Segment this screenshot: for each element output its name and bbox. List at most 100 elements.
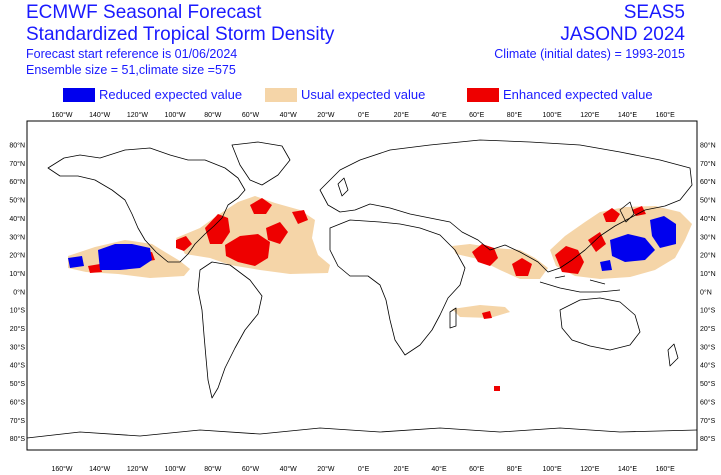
lat-tick-label: 30°S — [700, 343, 716, 351]
lon-tick-label: 140°E — [618, 465, 637, 473]
enh-japan — [603, 208, 620, 222]
reduced-swatch — [63, 87, 95, 102]
coastlines — [26, 139, 698, 439]
header-left: ECMWF Seasonal Forecast Standardized Tro… — [26, 2, 334, 78]
red-east-pacific-big — [98, 244, 152, 270]
lon-tick-label: 0°E — [358, 111, 370, 119]
lat-tick-label: 50°S — [700, 380, 716, 388]
lon-tick-label: 100°E — [543, 465, 562, 473]
lat-tick-label: 80°N — [9, 142, 25, 150]
lat-tick-label: 10°S — [10, 307, 26, 315]
lat-tick-label: 70°S — [700, 417, 716, 425]
lon-tick-label: 160°E — [656, 465, 675, 473]
lon-tick-label: 60°W — [242, 465, 260, 473]
climate-period: Climate (initial dates) = 1993-2015 — [494, 47, 685, 61]
lon-tick-label: 120°W — [127, 111, 148, 119]
lon-tick-label: 20°E — [394, 465, 410, 473]
lat-tick-label: 20°N — [9, 252, 25, 260]
enh-caribbean — [205, 214, 230, 244]
lon-tick-label: 80°E — [507, 465, 523, 473]
header-right: SEAS5 JASOND 2024 Climate (initial dates… — [494, 2, 685, 62]
madagascar — [449, 307, 457, 329]
lat-tick-label: 0°N — [700, 288, 712, 296]
indonesia — [539, 275, 621, 293]
lon-tick-label: 20°W — [317, 465, 335, 473]
uk — [337, 177, 349, 197]
title-line1: ECMWF Seasonal Forecast — [26, 2, 262, 23]
lat-tick-label: 60°S — [10, 398, 26, 406]
lat-tick-label: 40°S — [700, 362, 716, 370]
lon-tick-label: 140°E — [618, 111, 637, 119]
legend-item-reduced: Reduced expected value — [63, 87, 242, 102]
enh-gulf — [176, 236, 192, 251]
lat-tick-label: 60°N — [9, 178, 25, 186]
enhanced-regions — [88, 198, 646, 391]
lat-tick-label: 50°S — [10, 380, 26, 388]
antarctica — [26, 427, 698, 439]
red-east-pacific-small — [68, 256, 84, 268]
reduced-regions — [68, 216, 676, 271]
lat-tick-label: 70°N — [700, 160, 716, 168]
start-reference: Forecast start reference is 01/06/2024 — [26, 47, 238, 61]
japan — [619, 201, 635, 223]
lat-tick-label: 0°N — [13, 288, 25, 296]
enh-scs — [555, 246, 584, 274]
enh-east-pacific-1 — [88, 264, 102, 273]
lat-tick-label: 50°N — [700, 197, 716, 205]
legend-label-usual: Usual expected value — [301, 87, 426, 102]
legend-label-enhanced: Enhanced expected value — [503, 87, 653, 102]
south-indian-usual — [452, 305, 510, 318]
legend: Reduced expected value Usual expected va… — [0, 87, 721, 107]
lon-tick-label: 40°E — [431, 465, 447, 473]
red-wp-small — [600, 260, 612, 271]
lat-tick-label: 20°N — [700, 252, 716, 260]
lon-tick-label: 80°E — [507, 111, 523, 119]
lon-tick-label: 40°E — [431, 111, 447, 119]
lat-tick-label: 60°S — [700, 398, 716, 406]
africa — [329, 219, 466, 356]
lon-tick-label: 60°E — [469, 111, 485, 119]
lat-tick-label: 40°N — [9, 215, 25, 223]
lon-tick-label: 100°W — [165, 465, 186, 473]
lat-tick-label: 50°N — [9, 197, 25, 205]
axis-ticks: 160°W 160°W 140°W 140°W 120°W 120°W 100°W 100°W… — [9, 111, 715, 473]
lon-tick-label: 140°W — [89, 465, 110, 473]
forecast-period: JASOND 2024 — [560, 24, 685, 45]
lat-tick-label: 30°S — [10, 343, 26, 351]
ensemble-size: Ensemble size = 51,climate size =575 — [26, 63, 236, 77]
enh-north-atlantic — [250, 198, 272, 214]
enh-subtropic — [266, 222, 288, 244]
enh-mdr — [225, 234, 270, 266]
enhanced-swatch — [467, 87, 499, 102]
lat-tick-label: 30°N — [700, 233, 716, 241]
lon-tick-label: 100°E — [543, 111, 562, 119]
lon-tick-label: 20°W — [317, 111, 335, 119]
lon-tick-label: 120°W — [127, 465, 148, 473]
title-line2: Standardized Tropical Storm Density — [26, 24, 335, 45]
enh-bay-bengal — [512, 258, 532, 276]
lon-tick-label: 160°E — [656, 111, 675, 119]
lat-tick-label: 10°N — [700, 270, 716, 278]
australia — [559, 297, 641, 351]
lon-tick-label: 120°E — [580, 111, 599, 119]
lon-tick-label: 80°W — [204, 465, 222, 473]
lat-tick-label: 20°S — [10, 325, 26, 333]
south-america — [197, 261, 263, 399]
lon-tick-label: 0°E — [358, 465, 370, 473]
legend-item-usual: Usual expected value — [265, 87, 425, 102]
lon-tick-label: 120°E — [580, 465, 599, 473]
lon-tick-label: 160°W — [51, 465, 72, 473]
lat-tick-label: 40°S — [10, 362, 26, 370]
lon-tick-label: 20°E — [394, 111, 410, 119]
usual-swatch — [265, 87, 297, 102]
enh-south-indian — [482, 311, 492, 319]
lat-tick-label: 80°N — [700, 142, 716, 150]
lon-tick-label: 40°W — [280, 111, 298, 119]
map-frame — [26, 120, 698, 451]
lon-tick-label: 160°W — [51, 111, 72, 119]
red-wp-north — [650, 216, 676, 248]
enh-south-pacific — [494, 386, 500, 391]
lat-tick-label: 80°S — [700, 435, 716, 443]
legend-label-reduced: Reduced expected value — [99, 87, 243, 102]
lat-tick-label: 30°N — [9, 233, 25, 241]
